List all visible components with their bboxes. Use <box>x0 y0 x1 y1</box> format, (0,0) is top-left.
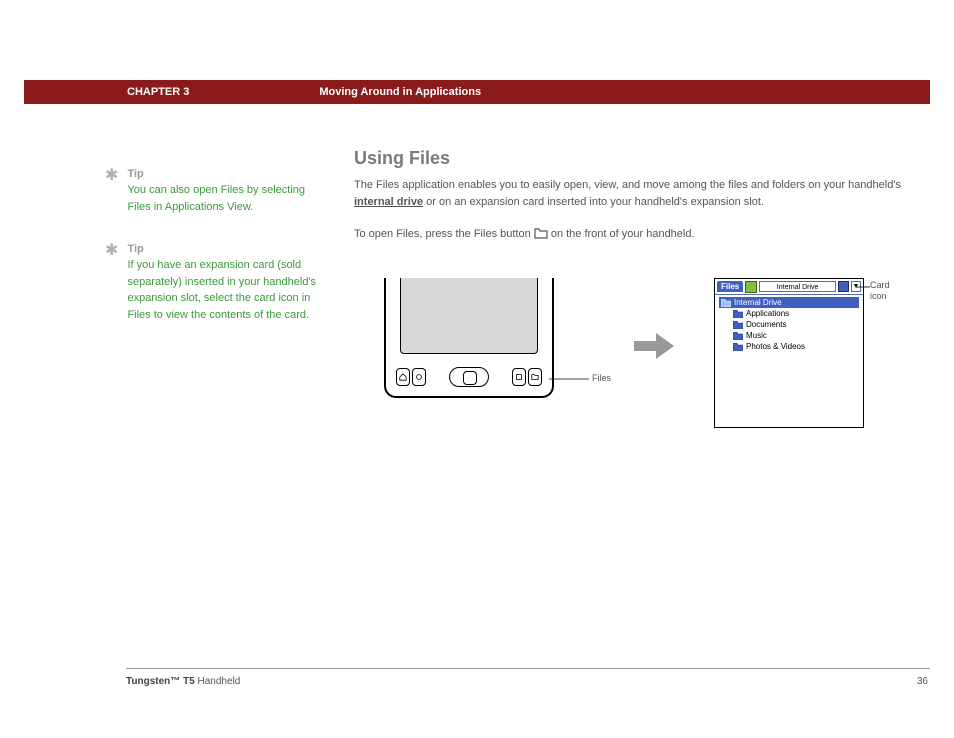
list-item-label: Internal Drive <box>734 298 782 307</box>
list-item: Photos & Videos <box>731 341 859 352</box>
para-text: on the front of your handheld. <box>548 228 695 240</box>
para-text: The Files application enables you to eas… <box>354 179 901 191</box>
product-name: Tungsten™ T5 <box>126 676 195 687</box>
folder-icon <box>733 343 743 351</box>
folder-icon <box>733 321 743 329</box>
list-item: Music <box>731 330 859 341</box>
figure-area: Files Files Internal Drive ▼ Internal Dr… <box>354 278 914 438</box>
files-button-icon <box>528 368 542 386</box>
folder-icon <box>721 299 731 307</box>
chapter-title: Moving Around in Applications <box>319 86 481 98</box>
list-item: Applications <box>731 308 859 319</box>
home-button-icon <box>396 368 410 386</box>
internal-drive-link[interactable]: internal drive <box>354 196 423 208</box>
files-tab: Files <box>717 281 743 292</box>
chapter-header: CHAPTER 3 Moving Around in Applications <box>24 80 930 104</box>
list-item: Documents <box>731 319 859 330</box>
footer-product: Tungsten™ T5 Handheld <box>126 676 240 687</box>
device-screen <box>400 278 538 354</box>
drive-icon <box>745 281 757 293</box>
tip-item: ✱ Tip You can also open Files by selecti… <box>105 168 330 215</box>
button-icon <box>512 368 526 386</box>
tip-label: Tip <box>127 168 327 180</box>
list-item-label: Photos & Videos <box>746 342 805 351</box>
location-label: Internal Drive <box>759 281 836 292</box>
list-item-label: Documents <box>746 320 786 329</box>
files-list: Internal Drive Applications Documents Mu… <box>715 295 863 354</box>
card-icon <box>838 281 849 292</box>
callout-label: Card <box>870 280 890 290</box>
body-paragraph: The Files application enables you to eas… <box>354 177 914 210</box>
callout-label: Files <box>592 373 611 383</box>
folder-icon <box>733 310 743 318</box>
list-item-label: Applications <box>746 309 789 318</box>
folder-icon <box>534 228 548 245</box>
page-number: 36 <box>917 676 928 687</box>
files-app-window: Files Internal Drive ▼ Internal Drive Ap… <box>714 278 864 428</box>
tip-item: ✱ Tip If you have an expansion card (sol… <box>105 243 330 323</box>
section-heading: Using Files <box>354 148 914 169</box>
files-titlebar: Files Internal Drive ▼ <box>715 279 863 295</box>
product-suffix: Handheld <box>195 676 241 687</box>
tip-label: Tip <box>127 243 327 255</box>
callout-label: icon <box>870 291 887 301</box>
tips-sidebar: ✱ Tip You can also open Files by selecti… <box>105 168 330 351</box>
star-icon: ✱ <box>105 243 123 259</box>
para-text: To open Files, press the Files button <box>354 228 534 240</box>
list-item-label: Music <box>746 331 767 340</box>
nav-pad-icon <box>449 367 489 387</box>
star-icon: ✱ <box>105 168 123 184</box>
chapter-label: CHAPTER 3 <box>127 86 189 98</box>
button-icon <box>412 368 426 386</box>
para-text: or on an expansion card inserted into yo… <box>423 196 764 208</box>
body-paragraph: To open Files, press the Files button on… <box>354 226 914 245</box>
tip-text: If you have an expansion card (sold sepa… <box>127 257 327 323</box>
main-content: Using Files The Files application enable… <box>354 148 914 261</box>
device-button-row <box>396 366 542 388</box>
folder-icon <box>733 332 743 340</box>
footer-rule <box>126 668 930 669</box>
list-item: Internal Drive <box>719 297 859 308</box>
tip-text: You can also open Files by selecting Fil… <box>127 182 327 215</box>
arrow-right-icon <box>634 326 674 371</box>
handheld-illustration <box>384 278 554 398</box>
